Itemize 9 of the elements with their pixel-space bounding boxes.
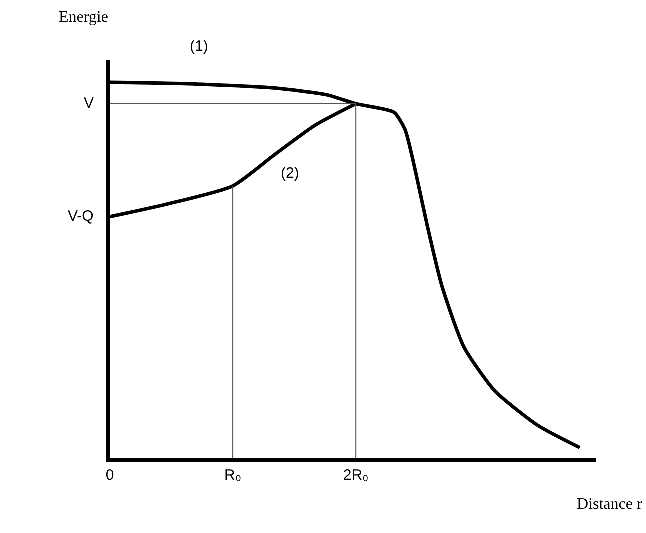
x-tick-label: 0 bbox=[106, 467, 114, 484]
text: (1) bbox=[190, 38, 208, 55]
annotation: V-Q bbox=[68, 208, 94, 225]
x-axis-title: Distance r bbox=[577, 496, 643, 513]
annotation: V bbox=[84, 95, 94, 112]
y-axis-title: Energie bbox=[59, 9, 108, 26]
annotation: (2) bbox=[281, 165, 300, 182]
x-tick-label: 2R₀ bbox=[343, 467, 369, 484]
x-tick-label: R₀ bbox=[224, 467, 242, 484]
